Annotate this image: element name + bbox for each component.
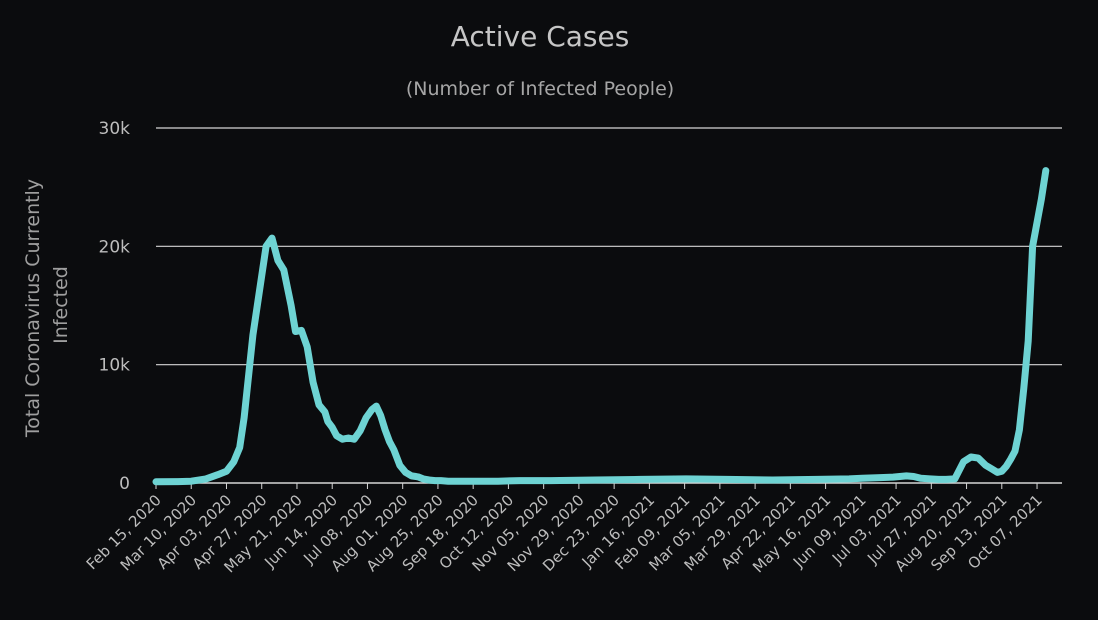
chart-subtitle: (Number of Infected People) bbox=[406, 78, 674, 100]
y-tick-label: 30k bbox=[99, 119, 131, 139]
series-line bbox=[152, 167, 1050, 486]
y-ticks: 0 10k 20k 30k bbox=[99, 119, 131, 494]
y-tick-label: 20k bbox=[99, 237, 131, 257]
y-tick-label: 10k bbox=[99, 356, 131, 376]
y-axis-label: Total Coronavirus Currently Infected bbox=[22, 173, 72, 438]
y-axis-label-line-1: Total Coronavirus Currently bbox=[22, 179, 44, 438]
y-axis-label-group: Total Coronavirus Currently Infected bbox=[22, 173, 72, 438]
y-tick-label: 0 bbox=[119, 474, 130, 494]
y-axis-label-line-2: Infected bbox=[50, 266, 72, 344]
chart-title: Active Cases bbox=[451, 20, 630, 53]
series-layer bbox=[152, 167, 1050, 486]
